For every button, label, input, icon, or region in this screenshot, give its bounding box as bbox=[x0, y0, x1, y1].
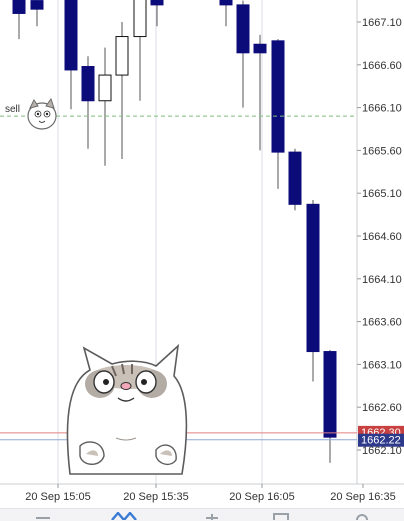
price-tick-label: 1664.10 bbox=[362, 274, 402, 286]
price-tick-label: 1666.10 bbox=[362, 103, 402, 115]
time-tick-label: 20 Sep 15:05 bbox=[25, 491, 90, 503]
price-tick-label: 1666.60 bbox=[362, 60, 402, 72]
bullish-candle bbox=[116, 37, 128, 76]
bearish-candle bbox=[31, 1, 43, 10]
sell-order-label: sell bbox=[5, 104, 20, 115]
bearish-candle bbox=[237, 5, 249, 53]
settings-icon[interactable] bbox=[354, 512, 370, 520]
price-tick-label: 1665.60 bbox=[362, 145, 402, 157]
bearish-candle bbox=[289, 152, 301, 204]
small-cat-sticker bbox=[24, 96, 60, 132]
price-tick-label: 1662.10 bbox=[362, 445, 402, 457]
time-tick-label: 20 Sep 16:35 bbox=[330, 491, 395, 503]
trade-icon[interactable] bbox=[204, 512, 220, 520]
bearish-candle bbox=[82, 67, 94, 101]
price-axis: 1667.10 1666.60 1666.10 1665.60 1665.10 1664.… bbox=[357, 17, 402, 457]
price-tick-label: 1665.10 bbox=[362, 188, 402, 200]
bearish-candle bbox=[13, 0, 25, 13]
bearish-candle bbox=[324, 352, 336, 438]
bearish-candle bbox=[65, 0, 77, 70]
chart-icon[interactable] bbox=[110, 512, 140, 520]
price-tick-label: 1662.60 bbox=[362, 402, 402, 414]
history-icon[interactable] bbox=[272, 512, 290, 520]
bearish-candle bbox=[254, 44, 266, 53]
bullish-candle bbox=[134, 0, 146, 37]
bearish-candle bbox=[220, 0, 232, 5]
time-axis: 20 Sep 15:05 20 Sep 15:35 20 Sep 16:05 20 S… bbox=[25, 484, 395, 503]
time-tick-label: 20 Sep 16:05 bbox=[229, 491, 294, 503]
big-cat-sticker bbox=[60, 342, 192, 476]
bearish-candle bbox=[151, 0, 163, 5]
quotes-icon[interactable] bbox=[34, 512, 52, 520]
price-tick-label: 1664.60 bbox=[362, 231, 402, 243]
time-tick-label: 20 Sep 15:35 bbox=[123, 491, 188, 503]
bottom-navigation-bar bbox=[0, 508, 404, 521]
bearish-candle bbox=[307, 204, 319, 351]
price-tick-label: 1663.10 bbox=[362, 359, 402, 371]
bullish-candle bbox=[99, 75, 111, 101]
price-tick-label: 1667.10 bbox=[362, 17, 402, 29]
bearish-candle bbox=[272, 41, 284, 152]
price-tick-label: 1663.60 bbox=[362, 317, 402, 329]
